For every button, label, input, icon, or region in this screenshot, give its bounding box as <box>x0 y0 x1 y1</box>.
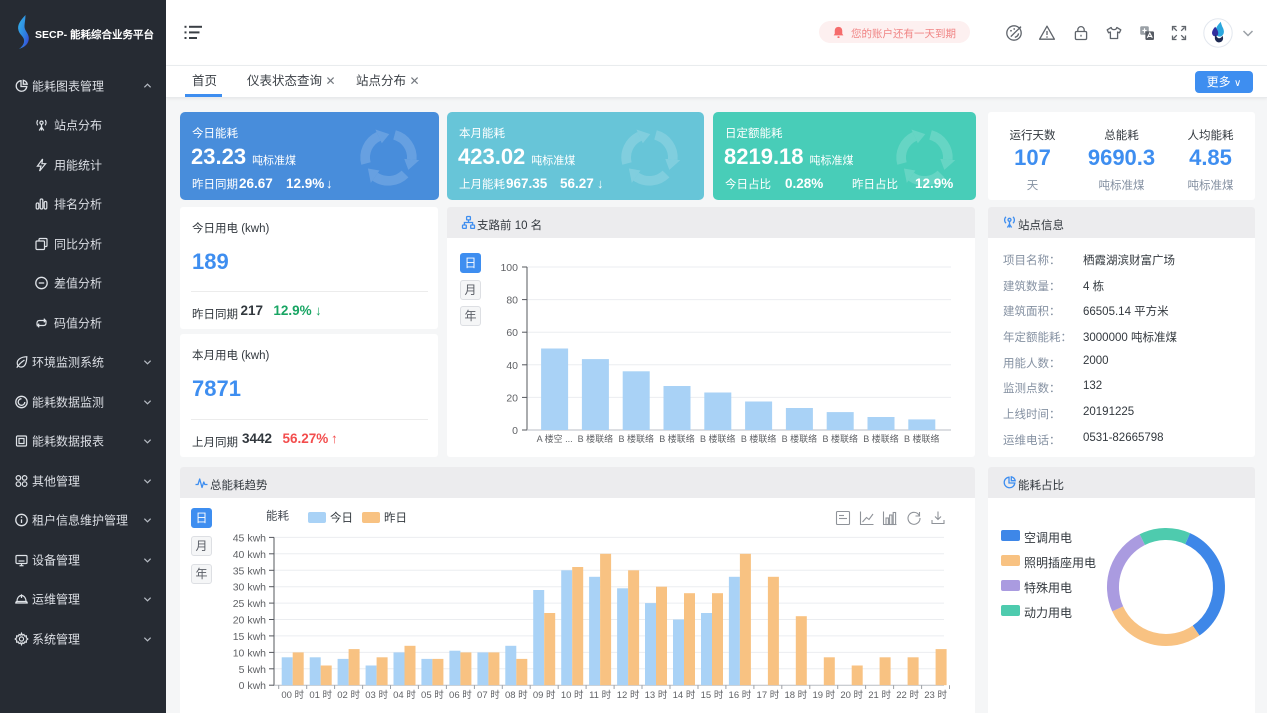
svg-text:B 楼联络: B 楼联络 <box>904 433 940 444</box>
svg-text:A 楼空 ...: A 楼空 ... <box>537 433 573 444</box>
svg-text:18 时: 18 时 <box>784 689 807 701</box>
svg-text:10 kwh: 10 kwh <box>233 647 266 659</box>
svg-text:B 楼联络: B 楼联络 <box>822 433 858 444</box>
svg-text:09 时: 09 时 <box>533 689 556 701</box>
svg-text:B 楼联络: B 楼联络 <box>782 433 818 444</box>
svg-text:B 楼联络: B 楼联络 <box>618 433 654 444</box>
svg-text:100: 100 <box>500 262 518 274</box>
svg-text:07 时: 07 时 <box>477 689 500 701</box>
svg-text:B 楼联络: B 楼联络 <box>700 433 736 444</box>
svg-text:B 楼联络: B 楼联络 <box>863 433 899 444</box>
svg-text:03 时: 03 时 <box>365 689 388 701</box>
svg-text:35 kwh: 35 kwh <box>233 565 266 577</box>
svg-text:B 楼联络: B 楼联络 <box>741 433 777 444</box>
svg-text:45 kwh: 45 kwh <box>233 532 266 544</box>
svg-text:5 kwh: 5 kwh <box>239 664 267 676</box>
svg-text:05 时: 05 时 <box>421 689 444 701</box>
svg-text:11 时: 11 时 <box>589 689 612 701</box>
svg-text:0 kwh: 0 kwh <box>239 680 267 692</box>
svg-text:B 楼联络: B 楼联络 <box>578 433 614 444</box>
svg-text:30 kwh: 30 kwh <box>233 582 266 594</box>
svg-text:06 时: 06 时 <box>449 689 472 701</box>
svg-text:25 kwh: 25 kwh <box>233 598 266 610</box>
svg-text:04 时: 04 时 <box>393 689 416 701</box>
svg-text:0: 0 <box>512 425 518 437</box>
svg-text:能耗: 能耗 <box>266 509 289 523</box>
svg-text:20: 20 <box>506 392 518 404</box>
svg-text:23 时: 23 时 <box>924 689 947 701</box>
svg-text:今日: 今日 <box>330 511 353 525</box>
svg-text:B 楼联络: B 楼联络 <box>659 433 695 444</box>
svg-text:00 时: 00 时 <box>281 689 304 701</box>
svg-text:13 时: 13 时 <box>645 689 668 701</box>
svg-text:20 时: 20 时 <box>840 689 863 701</box>
svg-text:20 kwh: 20 kwh <box>233 615 266 627</box>
svg-text:21 时: 21 时 <box>868 689 891 701</box>
svg-text:08 时: 08 时 <box>505 689 528 701</box>
svg-text:12 时: 12 时 <box>617 689 640 701</box>
svg-text:15 kwh: 15 kwh <box>233 631 266 643</box>
svg-text:80: 80 <box>506 295 518 307</box>
svg-text:01 时: 01 时 <box>309 689 332 701</box>
svg-text:15 时: 15 时 <box>701 689 724 701</box>
svg-text:16 时: 16 时 <box>729 689 752 701</box>
svg-text:昨日: 昨日 <box>384 512 407 525</box>
svg-text:40: 40 <box>506 360 518 372</box>
svg-text:19 时: 19 时 <box>812 689 835 701</box>
svg-text:02 时: 02 时 <box>337 689 360 701</box>
svg-text:40 kwh: 40 kwh <box>233 549 266 561</box>
svg-text:17 时: 17 时 <box>757 689 780 701</box>
svg-text:60: 60 <box>506 327 518 339</box>
svg-text:22 时: 22 时 <box>896 689 919 701</box>
svg-text:14 时: 14 时 <box>673 689 696 701</box>
svg-text:10 时: 10 时 <box>561 689 584 701</box>
